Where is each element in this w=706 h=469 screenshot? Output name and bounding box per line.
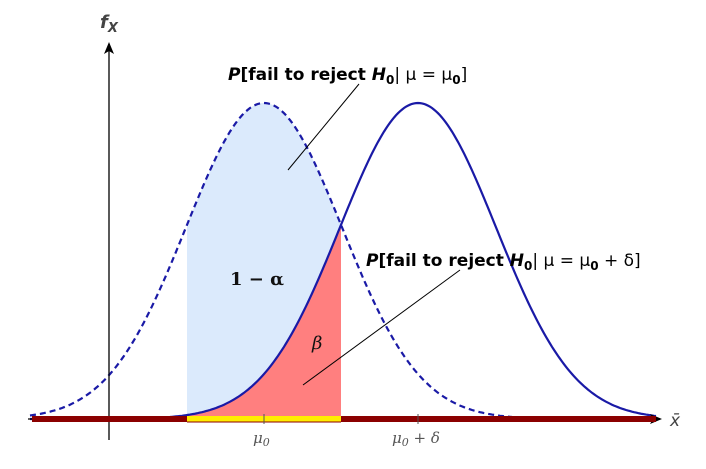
null-annotation-close: ] <box>461 65 468 85</box>
null-annotation-mid: | μ = μ <box>394 65 452 85</box>
one-minus-alpha-label: 1 − α <box>230 269 284 290</box>
null-annotation-mu-sub: 0 <box>452 73 460 87</box>
null-annotation-h-sub: 0 <box>386 73 394 87</box>
tick-label-mu0d-main: μ <box>392 429 402 447</box>
tick-label-mu0: μ0 <box>253 429 270 449</box>
alt-annotation-leader <box>302 269 461 386</box>
null-annotation-leader <box>287 83 360 171</box>
beta-label: β <box>311 333 322 354</box>
x-axis-label: x̄ <box>669 411 681 431</box>
null-annotation: P[fail to reject H0| μ = μ0] <box>228 65 467 87</box>
y-axis-label-sub: X <box>107 21 119 36</box>
null-annotation-p: P <box>228 65 241 85</box>
tick-label-mu0-main: μ <box>253 429 263 447</box>
alt-annotation-close: + δ] <box>599 251 641 271</box>
y-axis-label: fX <box>100 12 119 36</box>
alt-annotation-h-sub: 0 <box>524 259 532 273</box>
beta-region-fill <box>187 224 341 419</box>
null-annotation-open: [fail to reject <box>240 65 371 85</box>
rejection-region-bar-left <box>32 416 187 422</box>
alt-annotation-p: P <box>366 251 379 271</box>
tick-label-mu0-sub: 0 <box>263 436 270 449</box>
alt-annotation-mu-sub: 0 <box>590 259 598 273</box>
alt-annotation: P[fail to reject H0| μ = μ0 + δ] <box>366 251 641 273</box>
alt-annotation-open: [fail to reject <box>378 251 509 271</box>
alt-annotation-mid: | μ = μ <box>532 251 590 271</box>
null-annotation-h: H <box>372 65 386 85</box>
rejection-region-bar-right <box>341 416 656 422</box>
alt-annotation-h: H <box>510 251 524 271</box>
tick-label-mu0d-rest: + δ <box>409 429 440 447</box>
y-axis-label-main: f <box>100 12 110 33</box>
tick-label-mu0-plus-delta: μ0 + δ <box>392 429 440 449</box>
tick-label-mu0d-sub: 0 <box>402 436 409 449</box>
